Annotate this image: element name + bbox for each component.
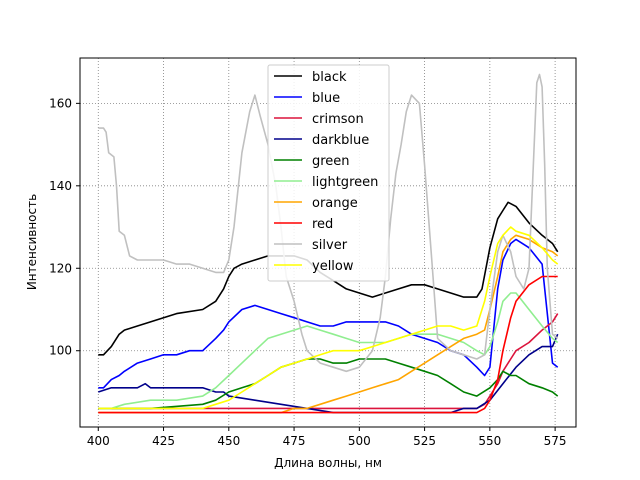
series-line-darkblue: [98, 333, 559, 414]
legend: black blue crimson darkblue green lightgreen o…: [267, 64, 390, 282]
legend-label-orange: orange: [312, 196, 358, 211]
series-line-lightgreen: [98, 292, 559, 410]
x-axis-ticks: 400 425 450 475 500 525 550 575: [87, 427, 567, 448]
series-line-blue: [98, 238, 559, 389]
y-axis-label: Интенсивность: [25, 194, 39, 290]
legend-label-blue: blue: [312, 91, 340, 106]
x-tick-label: 500: [348, 434, 371, 448]
y-tick-label: 160: [49, 96, 72, 110]
legend-label-crimson: crimson: [312, 112, 364, 127]
legend-label-lightgreen: lightgreen: [312, 175, 378, 190]
series-line-orange: [98, 234, 559, 414]
series-line-silver: [98, 73, 559, 373]
legend-label-darkblue: darkblue: [312, 133, 369, 148]
x-tick-label: 425: [152, 434, 175, 448]
x-axis-label: Длина волны, нм: [274, 456, 382, 470]
x-tick-label: 475: [283, 434, 306, 448]
series-line-yellow: [98, 226, 559, 410]
x-tick-label: 525: [413, 434, 436, 448]
legend-label-green: green: [312, 154, 350, 169]
y-tick-label: 140: [49, 179, 72, 193]
legend-label-black: black: [312, 70, 347, 85]
legend-box: [267, 64, 390, 282]
series-line-green: [98, 358, 559, 410]
y-tick-label: 120: [49, 261, 72, 275]
y-tick-label: 100: [49, 344, 72, 358]
x-tick-label: 400: [87, 434, 110, 448]
series-line-red: [98, 275, 558, 414]
x-tick-label: 550: [478, 434, 501, 448]
legend-label-silver: silver: [312, 238, 348, 253]
y-axis-ticks: 100 120 140 160: [49, 96, 80, 358]
x-tick-label: 575: [544, 434, 567, 448]
plot-frame: [79, 57, 577, 428]
legend-label-yellow: yellow: [312, 259, 354, 274]
series-group: [98, 73, 559, 414]
legend-label-red: red: [312, 217, 333, 232]
x-tick-label: 450: [217, 434, 240, 448]
